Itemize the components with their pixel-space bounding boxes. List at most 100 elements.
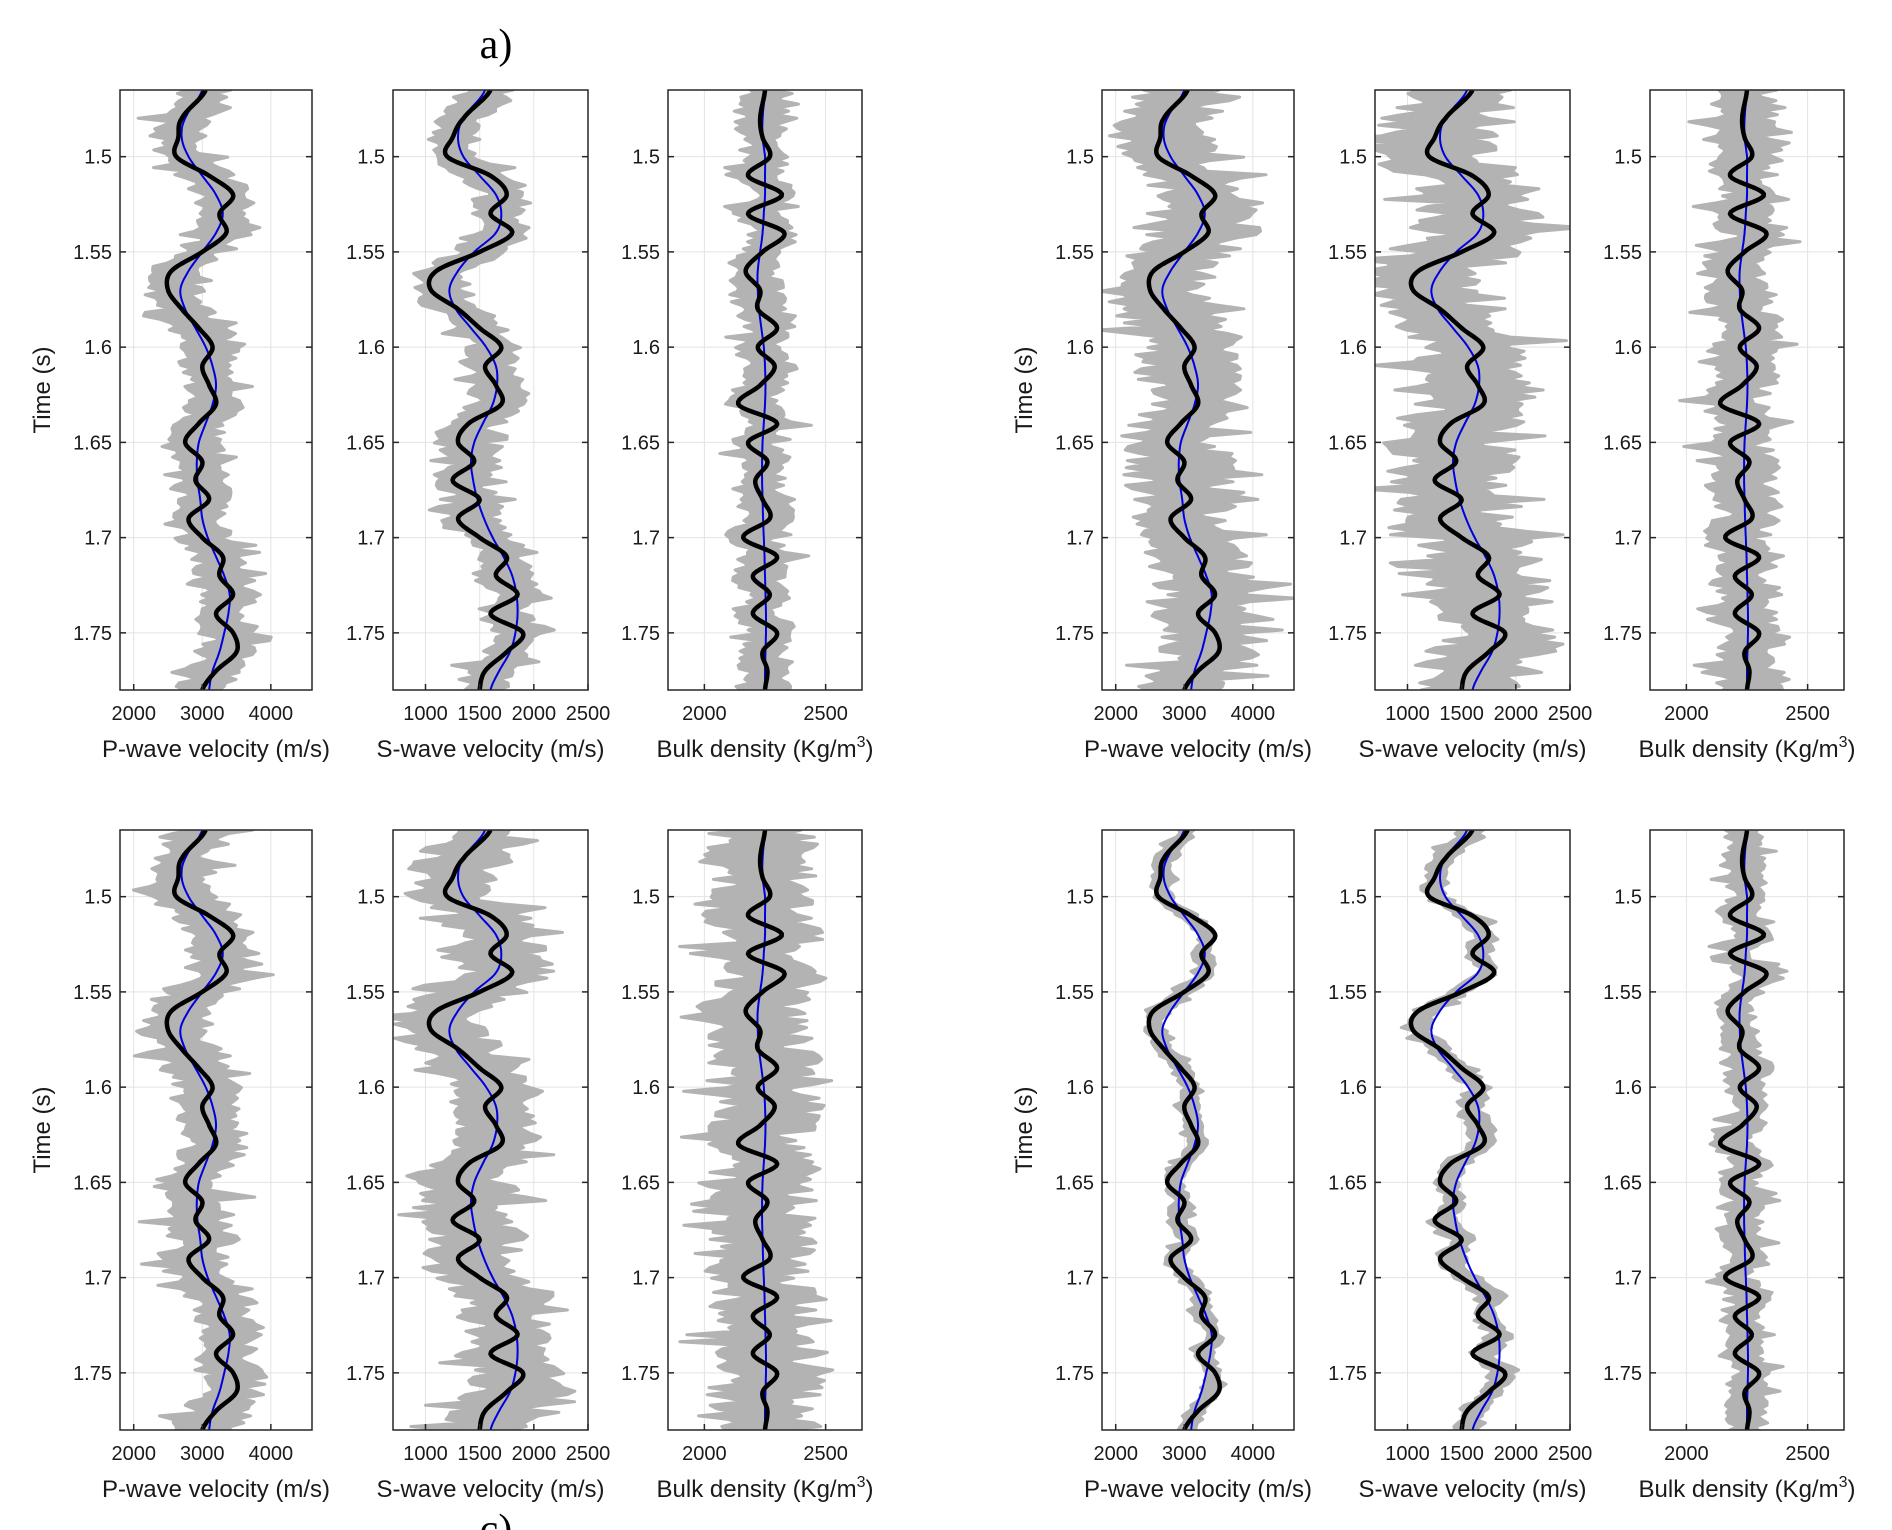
y-tick-label: 1.6 xyxy=(84,337,112,359)
y-tick-label: 1.6 xyxy=(1339,1077,1367,1099)
plot-area xyxy=(131,830,275,1430)
axes-vp: 1.5 1.55 1.6 1.65 1.7 1.75 2000 3000 4000 P-wave … xyxy=(73,89,330,763)
true-log-line xyxy=(1408,90,1508,690)
x-axis-label-close: ) xyxy=(865,1476,873,1503)
x-tick-label: 1500 xyxy=(1439,1443,1484,1465)
axes-vs: 1.5 1.55 1.6 1.65 1.7 1.75 1000 1500 2000 2500 S-w… xyxy=(346,829,611,1503)
y-tick-label: 1.7 xyxy=(1339,528,1367,550)
x-tick-label: 1000 xyxy=(403,1443,448,1465)
realizations-band xyxy=(1375,90,1570,690)
x-tick-label: 3000 xyxy=(180,703,225,725)
x-axis-label-text: S-wave velocity (m/s) xyxy=(1358,736,1586,763)
x-axis-label: S-wave velocity (m/s) xyxy=(1358,1476,1586,1503)
y-tick-label: 1.6 xyxy=(84,1077,112,1099)
x-tick-label: 2000 xyxy=(1093,1443,1138,1465)
y-tick-label: 1.5 xyxy=(1066,147,1094,169)
x-axis-label-text: Bulk density (Kg/m xyxy=(1639,1476,1839,1503)
x-tick-label: 2500 xyxy=(803,1443,848,1465)
x-tick-label: 2000 xyxy=(512,1443,557,1465)
y-axis-label: Time (s) xyxy=(29,1086,56,1173)
panel-d: d)Time (s)1.51.551.61.651.71.75200030004… xyxy=(1011,829,1856,1503)
x-tick-label: 1000 xyxy=(1385,1443,1430,1465)
y-tick-label: 1.65 xyxy=(1328,432,1367,454)
y-tick-label: 1.75 xyxy=(1603,1363,1642,1385)
panel-label: a) xyxy=(480,22,513,68)
y-tick-label: 1.7 xyxy=(1339,1268,1367,1290)
x-axis-label-text: P-wave velocity (m/s) xyxy=(102,1476,330,1503)
y-tick-label: 1.65 xyxy=(1328,1172,1367,1194)
y-tick-label: 1.6 xyxy=(357,1077,385,1099)
axes-frame xyxy=(1649,89,1845,691)
x-tick-label: 1000 xyxy=(403,703,448,725)
axes-frame xyxy=(1374,89,1571,691)
x-tick-label: 2500 xyxy=(1548,1443,1593,1465)
y-tick-label: 1.7 xyxy=(357,1268,385,1290)
x-tick-label: 2000 xyxy=(682,1443,727,1465)
x-axis-label: Bulk density (Kg/m3) xyxy=(1639,734,1856,763)
axes-frame xyxy=(1101,89,1295,691)
true-log-line xyxy=(426,830,526,1430)
y-tick-label: 1.65 xyxy=(621,1172,660,1194)
y-tick-label: 1.55 xyxy=(1328,242,1367,264)
y-tick-label: 1.5 xyxy=(632,147,660,169)
plot-area xyxy=(412,90,556,690)
true-log-line xyxy=(164,90,240,690)
x-axis-label: P-wave velocity (m/s) xyxy=(1084,1476,1312,1503)
y-tick-label: 1.5 xyxy=(84,887,112,909)
y-tick-label: 1.75 xyxy=(1055,623,1094,645)
axes-frame xyxy=(392,89,589,691)
y-tick-label: 1.5 xyxy=(1339,147,1367,169)
x-axis-label: S-wave velocity (m/s) xyxy=(376,1476,604,1503)
x-tick-label: 2500 xyxy=(1785,1443,1830,1465)
y-tick-label: 1.75 xyxy=(73,623,112,645)
y-tick-label: 1.65 xyxy=(621,432,660,454)
y-tick-label: 1.55 xyxy=(346,242,385,264)
x-axis-label-superscript: 3 xyxy=(857,1474,866,1491)
x-axis-label-text: Bulk density (Kg/m xyxy=(657,1476,857,1503)
y-tick-label: 1.6 xyxy=(632,1077,660,1099)
y-tick-label: 1.65 xyxy=(73,432,112,454)
y-tick-label: 1.65 xyxy=(73,1172,112,1194)
plot-area xyxy=(1399,830,1521,1430)
x-tick-label: 3000 xyxy=(1162,1443,1207,1465)
x-axis-label-text: P-wave velocity (m/s) xyxy=(102,736,330,763)
x-axis-label: S-wave velocity (m/s) xyxy=(376,736,604,763)
x-axis-label: P-wave velocity (m/s) xyxy=(1084,736,1312,763)
y-tick-label: 1.75 xyxy=(621,1363,660,1385)
y-tick-label: 1.5 xyxy=(1339,887,1367,909)
panel-b: b)Time (s)1.51.551.61.651.71.75200030004… xyxy=(1011,89,1856,763)
y-tick-label: 1.5 xyxy=(1614,147,1642,169)
realizations-band xyxy=(131,830,275,1430)
true-log-line xyxy=(1146,90,1222,690)
x-tick-label: 2000 xyxy=(512,703,557,725)
y-tick-label: 1.5 xyxy=(1066,887,1094,909)
axes-frame xyxy=(667,829,863,1431)
axes-vs: 1.5 1.55 1.6 1.65 1.7 1.75 1000 1500 2000 2500 S-w… xyxy=(1328,89,1592,763)
x-axis-label: Bulk density (Kg/m3) xyxy=(1639,1474,1856,1503)
axes-rho: 1.5 1.55 1.6 1.65 1.7 1.75 2000 2500 Bulk densit… xyxy=(1603,829,1856,1503)
y-tick-label: 1.65 xyxy=(1603,432,1642,454)
y-tick-label: 1.55 xyxy=(1055,242,1094,264)
y-tick-label: 1.7 xyxy=(1614,528,1642,550)
y-tick-label: 1.55 xyxy=(346,982,385,1004)
axes-vp: 1.5 1.55 1.6 1.65 1.7 1.75 2000 3000 4000 P-wave … xyxy=(73,829,330,1503)
x-tick-label: 3000 xyxy=(180,1443,225,1465)
y-tick-label: 1.65 xyxy=(1055,1172,1094,1194)
x-tick-label: 4000 xyxy=(1231,1443,1276,1465)
y-tick-label: 1.75 xyxy=(73,1363,112,1385)
y-tick-label: 1.7 xyxy=(632,1268,660,1290)
y-tick-label: 1.55 xyxy=(1055,982,1094,1004)
x-tick-label: 2500 xyxy=(566,1443,611,1465)
panel-c: c) Time (s) 1.5 1.55 1.6 1.65 1.7 1.75 2000 3000 4… xyxy=(29,829,873,1530)
panel-a: a) Time (s) 1.5 1.55 1.6 1.65 1.7 1.75 2000 3000 4… xyxy=(29,22,873,763)
plot-area xyxy=(678,830,835,1430)
y-tick-label: 1.55 xyxy=(1603,242,1642,264)
realizations-band xyxy=(412,90,556,690)
y-tick-label: 1.75 xyxy=(346,623,385,645)
plot-area xyxy=(393,830,577,1430)
x-tick-label: 2000 xyxy=(1494,703,1539,725)
x-tick-label: 2000 xyxy=(111,703,156,725)
y-tick-label: 1.75 xyxy=(1055,1363,1094,1385)
true-log-line xyxy=(164,830,240,1430)
plot-area xyxy=(136,90,273,690)
